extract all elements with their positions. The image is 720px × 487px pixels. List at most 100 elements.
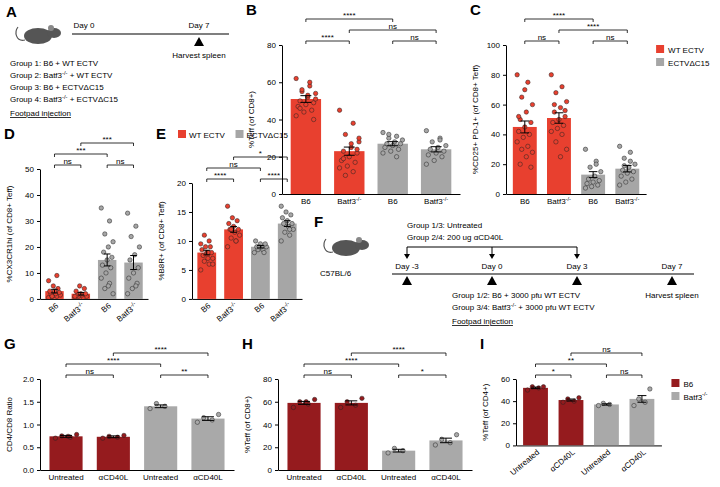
timeline-label: Day 0: [482, 262, 503, 271]
y-tick-mark: [503, 45, 506, 46]
x-tick-label: Untreated: [143, 473, 178, 482]
error-bar: [107, 436, 119, 438]
x-axis: B6Batf3-/-B6Batf3-/-: [283, 195, 461, 206]
data-point: [229, 236, 233, 240]
y-tick-label: 40: [267, 116, 276, 125]
data-point: [200, 247, 204, 251]
data-point: [583, 186, 587, 190]
y-tick-mark: [503, 194, 506, 195]
x-axis-line: [41, 299, 149, 300]
data-point: [564, 99, 568, 103]
timeline: [392, 273, 694, 274]
legend-swatch: [236, 130, 244, 138]
data-point: [290, 221, 294, 225]
data-point: [279, 239, 283, 243]
bar: [291, 99, 321, 194]
y-tick-mark: [37, 247, 40, 248]
data-point: [103, 232, 107, 236]
data-point: [353, 160, 357, 164]
y-tick-mark: [513, 423, 516, 424]
data-point: [201, 253, 205, 257]
x-tick: Batf3-/-: [268, 300, 293, 323]
y-tick-label: 60: [267, 78, 276, 87]
y-tick-label: 15: [177, 208, 186, 217]
data-point: [523, 88, 527, 92]
y-axis-line: [40, 170, 41, 300]
x-tick-label: B6: [253, 301, 267, 315]
significance-label: *: [259, 149, 262, 158]
data-point: [394, 134, 398, 138]
data-point: [74, 432, 78, 436]
x-axis-line: [193, 299, 303, 300]
data-point: [424, 128, 428, 132]
y-tick-label: 80: [267, 41, 276, 50]
y-tick: 80: [491, 71, 506, 80]
data-point: [526, 80, 530, 84]
y-tick-label: 60: [491, 101, 500, 110]
x-tick: Untreated: [381, 473, 416, 482]
data-point: [99, 206, 103, 210]
y-axis: 01020304050: [25, 165, 40, 304]
text-part: -/-: [76, 300, 84, 308]
x-tick: B6: [253, 301, 267, 315]
text-part: C57BL/6: [320, 269, 352, 278]
data-point: [536, 386, 540, 390]
significance-label: ****: [392, 345, 404, 354]
y-tick: 20: [177, 179, 192, 188]
text-part: + WT ECTV: [67, 71, 113, 80]
bar: [278, 224, 297, 299]
treatment-label: Group 1/3: Untreated: [407, 221, 482, 230]
chart-panel: G0.00.51.01.52.0UntreatedαCD40LUntreated…: [4, 335, 235, 482]
y-tick: 0: [182, 295, 192, 304]
data-point: [125, 211, 129, 215]
timeline-marker: [402, 276, 412, 285]
significance-label: ns: [602, 345, 610, 354]
x-tick: Untreated: [143, 473, 178, 482]
bar: [547, 118, 571, 194]
y-tick: 20: [25, 243, 40, 252]
text-part: B6: [253, 301, 267, 315]
data-point: [311, 117, 315, 121]
x-tick: Batf3-/-: [337, 196, 361, 206]
x-tick-label: Batf3-/-: [214, 300, 239, 323]
data-point: [381, 151, 385, 155]
data-point: [337, 108, 341, 112]
y-tick: 5: [182, 266, 192, 275]
group-label: Group 4: Batf3-/- + ECTVΔC15: [10, 94, 118, 104]
timeline-label: Day 3: [567, 262, 588, 271]
x-tick: Batf3-/-: [547, 196, 571, 206]
significance-label: ns: [85, 367, 93, 376]
text-part: Untreated: [143, 473, 178, 482]
x-tick: B6: [47, 301, 61, 315]
data-point: [252, 250, 256, 254]
data-point: [637, 397, 641, 401]
data-point: [234, 239, 238, 243]
strain-label: C57BL/6: [320, 269, 352, 278]
treatment-arrowhead: [404, 254, 410, 259]
y-tick-label: 100: [487, 41, 501, 50]
data-point: [104, 271, 108, 275]
error-bar: [257, 246, 264, 248]
text-part: αCD40L: [548, 447, 577, 473]
significance-label: ns: [410, 33, 418, 42]
timeline-label: Day 7: [662, 262, 683, 271]
y-axis-title: CD4/CD8 Ratio: [5, 396, 14, 452]
text-part: Footpad injection: [452, 317, 513, 326]
error-bar: [130, 256, 137, 270]
plot-area: [291, 76, 452, 194]
data-point: [225, 204, 229, 208]
legend-label: B6: [683, 380, 693, 389]
legend-swatch: [178, 130, 186, 138]
panel-letter: D: [4, 125, 15, 142]
data-point: [341, 156, 345, 160]
y-tick: 0: [506, 441, 516, 450]
y-tick-mark: [37, 195, 40, 196]
error-bar: [531, 387, 540, 389]
x-tick-label: Batf3-/-: [547, 196, 571, 206]
y-axis-title: %Teff (of CD8+): [243, 396, 252, 453]
legend-label: WT ECTV: [189, 131, 226, 140]
data-point: [351, 121, 355, 125]
x-tick: B6: [520, 197, 530, 206]
route-label: Footpad injection: [10, 109, 71, 118]
data-point: [110, 255, 114, 259]
